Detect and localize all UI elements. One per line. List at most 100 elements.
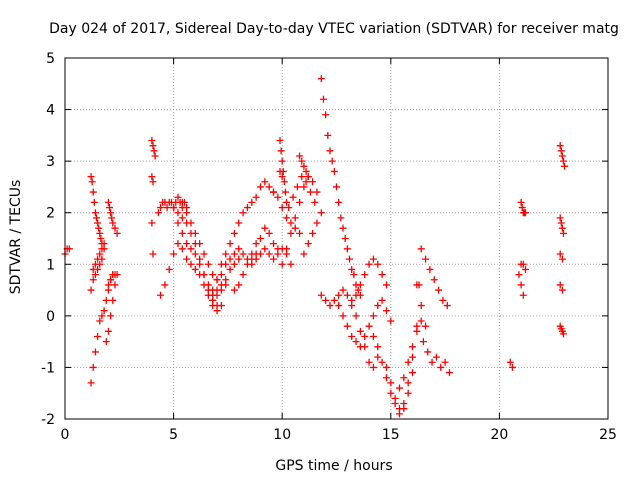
data-point bbox=[94, 219, 102, 227]
data-point bbox=[291, 214, 299, 222]
data-point bbox=[283, 214, 291, 222]
data-point bbox=[417, 317, 425, 325]
data-point bbox=[391, 394, 399, 402]
data-point bbox=[365, 358, 373, 366]
data-point bbox=[277, 147, 285, 155]
data-point bbox=[96, 317, 104, 325]
data-point bbox=[204, 281, 212, 289]
data-point bbox=[149, 142, 157, 150]
data-point bbox=[243, 204, 251, 212]
data-point bbox=[437, 363, 445, 371]
data-point bbox=[443, 302, 451, 310]
data-point bbox=[252, 240, 260, 248]
data-point bbox=[151, 152, 159, 160]
data-point bbox=[89, 265, 97, 273]
data-point bbox=[304, 173, 312, 181]
data-point bbox=[196, 240, 204, 248]
chart-title: Day 024 of 2017, Sidereal Day-to-day VTE… bbox=[49, 21, 619, 37]
data-point bbox=[94, 332, 102, 340]
data-point bbox=[98, 245, 106, 253]
data-point bbox=[317, 209, 325, 217]
data-point bbox=[382, 307, 390, 315]
data-point bbox=[217, 281, 225, 289]
y-tick-label: 0 bbox=[46, 309, 55, 325]
data-point bbox=[343, 291, 351, 299]
x-tick-label: 25 bbox=[599, 427, 617, 443]
data-point bbox=[556, 214, 564, 222]
data-point bbox=[174, 193, 182, 201]
data-point bbox=[348, 332, 356, 340]
data-point bbox=[174, 219, 182, 227]
data-point bbox=[102, 296, 110, 304]
data-point bbox=[276, 167, 284, 175]
data-point bbox=[369, 363, 377, 371]
data-point bbox=[350, 271, 358, 279]
data-point bbox=[556, 142, 564, 150]
data-point bbox=[296, 229, 304, 237]
data-point bbox=[196, 260, 204, 268]
data-point bbox=[222, 276, 230, 284]
data-point bbox=[283, 245, 291, 253]
data-point bbox=[178, 229, 186, 237]
data-point bbox=[439, 296, 447, 304]
data-point bbox=[369, 332, 377, 340]
data-point bbox=[346, 255, 354, 263]
data-point bbox=[239, 271, 247, 279]
data-point bbox=[322, 296, 330, 304]
data-point bbox=[289, 193, 297, 201]
data-point bbox=[111, 281, 119, 289]
x-axis-label: GPS time / hours bbox=[275, 458, 392, 474]
data-point bbox=[256, 250, 264, 258]
data-point bbox=[293, 183, 301, 191]
data-point bbox=[515, 271, 523, 279]
data-point bbox=[217, 302, 225, 310]
data-point bbox=[230, 250, 238, 258]
data-point bbox=[519, 260, 527, 268]
data-point bbox=[213, 276, 221, 284]
data-point bbox=[300, 183, 308, 191]
y-tick-label: 4 bbox=[46, 103, 55, 119]
data-point bbox=[352, 338, 360, 346]
data-point bbox=[361, 332, 369, 340]
data-point bbox=[278, 173, 286, 181]
data-point bbox=[387, 389, 395, 397]
data-point bbox=[187, 245, 195, 253]
data-point bbox=[517, 281, 525, 289]
data-point bbox=[95, 224, 103, 232]
data-point bbox=[104, 198, 112, 206]
data-point bbox=[191, 265, 199, 273]
data-point bbox=[113, 271, 121, 279]
data-point bbox=[302, 167, 310, 175]
x-tick-label: 0 bbox=[61, 427, 70, 443]
data-point bbox=[404, 379, 412, 387]
data-point bbox=[369, 255, 377, 263]
data-point bbox=[339, 312, 347, 320]
data-point bbox=[445, 369, 453, 377]
data-point bbox=[400, 405, 408, 413]
data-point bbox=[343, 322, 351, 330]
data-point bbox=[311, 198, 319, 206]
data-point bbox=[243, 260, 251, 268]
data-point bbox=[339, 286, 347, 294]
data-point bbox=[517, 198, 525, 206]
data-point bbox=[165, 265, 173, 273]
data-point bbox=[352, 312, 360, 320]
data-point bbox=[148, 173, 156, 181]
y-tick-label: 2 bbox=[46, 206, 55, 222]
data-point bbox=[424, 348, 432, 356]
data-point bbox=[87, 379, 95, 387]
data-point bbox=[248, 255, 256, 263]
data-point bbox=[324, 131, 332, 139]
data-point bbox=[352, 291, 360, 299]
data-point bbox=[89, 188, 97, 196]
data-point bbox=[296, 152, 304, 160]
data-point bbox=[100, 240, 108, 248]
data-point bbox=[265, 250, 273, 258]
data-point bbox=[163, 204, 171, 212]
data-point bbox=[252, 193, 260, 201]
data-point bbox=[183, 255, 191, 263]
data-point bbox=[230, 260, 238, 268]
data-point bbox=[557, 147, 565, 155]
data-point bbox=[274, 250, 282, 258]
data-point bbox=[365, 260, 373, 268]
